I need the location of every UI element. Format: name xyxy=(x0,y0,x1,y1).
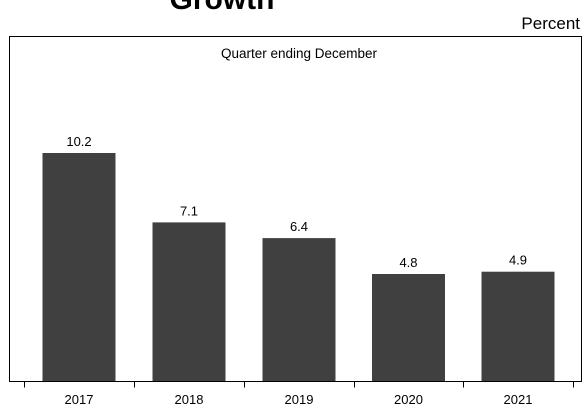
x-tick-label-2019: 2019 xyxy=(285,392,314,407)
value-label-2017: 10.2 xyxy=(66,134,91,149)
x-tick-label-2021: 2021 xyxy=(504,392,533,407)
value-label-2021: 4.9 xyxy=(509,253,527,268)
bar-2018 xyxy=(152,222,226,382)
x-tick-label-2020: 2020 xyxy=(394,392,423,407)
bar-2017 xyxy=(42,153,116,382)
x-tick-label-2018: 2018 xyxy=(175,392,204,407)
value-label-2019: 6.4 xyxy=(290,219,308,234)
x-axis: 2017 2018 2019 2020 2021 xyxy=(9,381,582,407)
chart-title: Growth xyxy=(170,0,275,16)
value-labels-group: 10.2 7.1 6.4 4.8 4.9 xyxy=(66,134,527,270)
bar-2019 xyxy=(262,238,336,382)
x-tick-label-2017: 2017 xyxy=(65,392,94,407)
value-label-2018: 7.1 xyxy=(180,203,198,218)
bars-group xyxy=(42,153,555,382)
bar-2020 xyxy=(372,274,445,382)
unit-label: Percent xyxy=(521,14,580,33)
bar-2021 xyxy=(481,271,555,382)
value-label-2020: 4.8 xyxy=(399,255,417,270)
chart-subtitle: Quarter ending December xyxy=(221,46,378,61)
